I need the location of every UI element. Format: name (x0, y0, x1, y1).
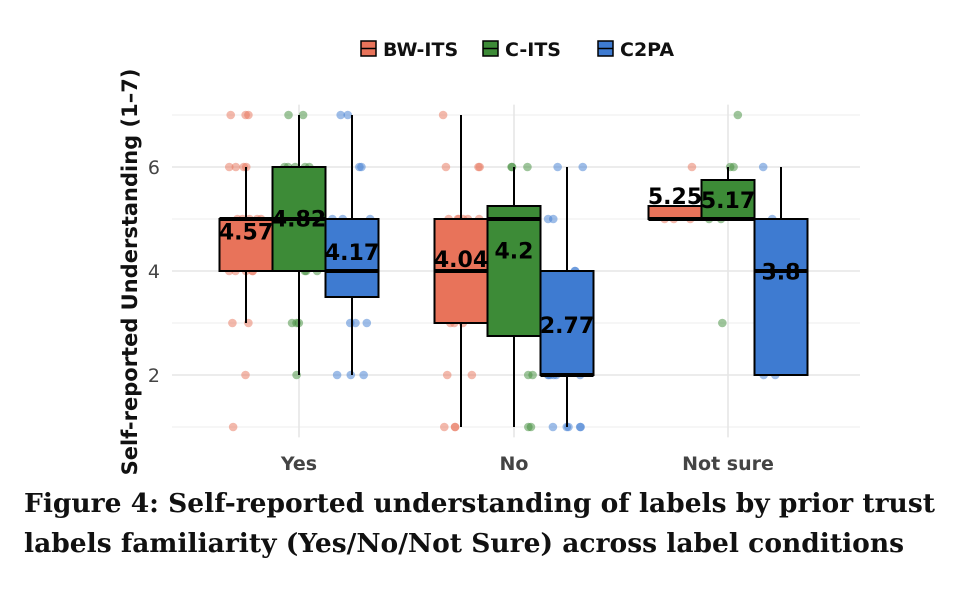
data-point (298, 110, 308, 120)
data-point (442, 370, 452, 380)
data-point (524, 422, 533, 432)
data-point (553, 162, 562, 172)
data-point (438, 110, 448, 120)
data-point (548, 214, 558, 224)
data-point (241, 370, 250, 380)
data-point (528, 370, 537, 380)
mean-label: 4.2 (495, 240, 534, 265)
data-point (244, 110, 253, 120)
box-c2pa-not-sure (753, 218, 809, 376)
legend-label: BW-ITS (383, 39, 458, 61)
mean-labels: 4.57 4.04 5.25 4.82 4.2 5.17 4.17 2.77 3.8 (219, 185, 801, 339)
legend-label: C-ITS (505, 39, 561, 61)
mean-label: 4.57 (219, 220, 273, 245)
data-point (441, 162, 451, 172)
y-tick-label: 4 (148, 261, 160, 283)
data-point (362, 318, 372, 328)
y-tick-label: 6 (148, 157, 160, 179)
y-axis-title: Self-reported Understanding (1–7) (118, 69, 142, 476)
box-plot-chart: 4.57 4.04 5.25 4.82 4.2 5.17 4.17 2.77 3.8 2 4 6 Ye… (118, 39, 860, 476)
data-point (718, 318, 727, 328)
box-c-its-no (486, 205, 542, 337)
data-point (284, 110, 293, 120)
data-point (346, 370, 356, 380)
data-point (336, 110, 345, 120)
data-point (578, 162, 588, 172)
data-point (359, 370, 368, 380)
box-c-its-not-sure (700, 179, 756, 220)
mean-label: 5.17 (701, 189, 755, 214)
box-elements (218, 115, 809, 427)
data-point (351, 318, 360, 328)
data-point (687, 162, 697, 172)
axes: 2 4 6 Yes No Not sure (148, 157, 774, 475)
mean-label: 4.04 (434, 248, 488, 273)
data-point (475, 162, 484, 172)
mean-label: 3.8 (762, 260, 801, 285)
data-point (523, 162, 532, 172)
data-point (467, 370, 477, 380)
data-point (332, 370, 342, 380)
data-point (548, 422, 558, 432)
data-point (439, 422, 449, 432)
data-point (357, 162, 366, 172)
x-tick-label: Not sure (682, 453, 774, 475)
y-tick-label: 2 (148, 365, 160, 387)
box-c2pa-yes (324, 218, 380, 298)
figure-caption: Figure 4: Self-reported understanding of… (24, 488, 935, 559)
data-point (733, 110, 743, 120)
x-tick-label: No (500, 453, 529, 475)
data-point (758, 162, 768, 172)
data-point (228, 422, 238, 432)
x-tick-label: Yes (280, 453, 317, 475)
legend-label: C2PA (620, 39, 674, 61)
data-point (226, 110, 236, 120)
box-c2pa-no (539, 270, 595, 376)
mean-label: 4.17 (325, 241, 379, 266)
data-point (228, 318, 237, 328)
mean-label: 2.77 (540, 314, 594, 339)
mean-label: 4.82 (272, 207, 326, 232)
mean-label: 5.25 (648, 185, 702, 210)
legend: BW-ITS C-ITS C2PA (360, 39, 674, 61)
data-point (231, 162, 241, 172)
data-point (224, 162, 234, 172)
data-point (576, 422, 585, 432)
data-point (343, 110, 353, 120)
data-point (450, 422, 460, 432)
